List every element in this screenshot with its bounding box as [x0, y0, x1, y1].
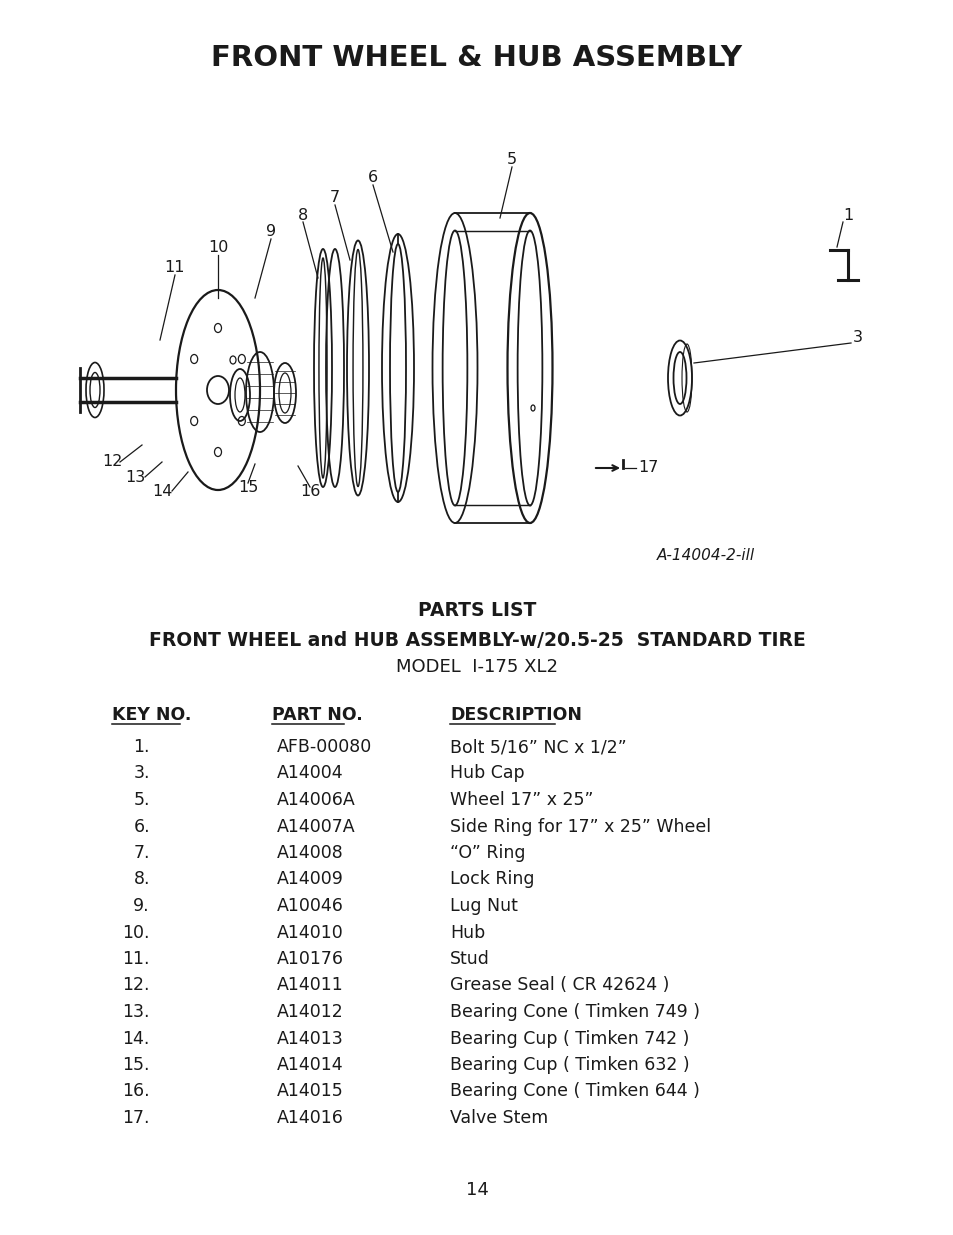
Text: 8: 8: [297, 207, 308, 222]
Text: 17: 17: [638, 461, 658, 475]
Text: AFB-00080: AFB-00080: [276, 739, 372, 756]
Text: 8.: 8.: [133, 871, 150, 888]
Text: 14: 14: [465, 1181, 488, 1199]
Text: 10: 10: [208, 241, 228, 256]
Text: 12: 12: [102, 454, 122, 469]
Text: A14006A: A14006A: [276, 790, 355, 809]
Text: A14016: A14016: [276, 1109, 343, 1128]
Text: 11.: 11.: [122, 950, 150, 968]
Text: 13: 13: [125, 469, 145, 484]
Text: 10.: 10.: [122, 924, 150, 941]
Text: Bearing Cup ( Timken 742 ): Bearing Cup ( Timken 742 ): [450, 1030, 689, 1047]
Text: Lock Ring: Lock Ring: [450, 871, 534, 888]
Text: A14009: A14009: [276, 871, 343, 888]
Text: Wheel 17” x 25”: Wheel 17” x 25”: [450, 790, 593, 809]
Text: Hub Cap: Hub Cap: [450, 764, 524, 783]
Text: Hub: Hub: [450, 924, 485, 941]
Text: 6.: 6.: [133, 818, 150, 836]
Text: 15.: 15.: [122, 1056, 150, 1074]
Text: Stud: Stud: [450, 950, 489, 968]
Text: 5.: 5.: [133, 790, 150, 809]
Text: MODEL  I-175 XL2: MODEL I-175 XL2: [395, 658, 558, 676]
Text: 15: 15: [237, 480, 258, 495]
Text: DESCRIPTION: DESCRIPTION: [450, 706, 581, 724]
Text: Bolt 5/16” NC x 1/2”: Bolt 5/16” NC x 1/2”: [450, 739, 626, 756]
Text: 16: 16: [299, 484, 320, 499]
Text: 7.: 7.: [133, 844, 150, 862]
Text: Lug Nut: Lug Nut: [450, 897, 517, 915]
Text: 11: 11: [165, 261, 185, 275]
Text: FRONT WHEEL and HUB ASSEMBLY-w/20.5-25  STANDARD TIRE: FRONT WHEEL and HUB ASSEMBLY-w/20.5-25 S…: [149, 631, 804, 650]
Text: 9: 9: [266, 225, 275, 240]
Text: A14011: A14011: [276, 977, 343, 994]
Text: “O” Ring: “O” Ring: [450, 844, 525, 862]
Text: A14013: A14013: [276, 1030, 343, 1047]
Text: 9.: 9.: [133, 897, 150, 915]
Text: A14010: A14010: [276, 924, 343, 941]
Text: 3.: 3.: [133, 764, 150, 783]
Text: Side Ring for 17” x 25” Wheel: Side Ring for 17” x 25” Wheel: [450, 818, 710, 836]
Text: 1: 1: [842, 207, 852, 222]
Text: A14007A: A14007A: [276, 818, 355, 836]
Text: FRONT WHEEL & HUB ASSEMBLY: FRONT WHEEL & HUB ASSEMBLY: [212, 44, 741, 72]
Text: KEY NO.: KEY NO.: [112, 706, 192, 724]
Text: 7: 7: [330, 190, 339, 205]
Text: A14012: A14012: [276, 1003, 343, 1021]
Text: Grease Seal ( CR 42624 ): Grease Seal ( CR 42624 ): [450, 977, 669, 994]
Text: A-14004-2-ill: A-14004-2-ill: [657, 548, 754, 563]
Text: A14004: A14004: [276, 764, 343, 783]
Text: 14.: 14.: [123, 1030, 150, 1047]
Text: 6: 6: [368, 170, 377, 185]
Text: A14008: A14008: [276, 844, 343, 862]
Text: A10046: A10046: [276, 897, 343, 915]
Text: 14: 14: [152, 484, 172, 499]
Text: Valve Stem: Valve Stem: [450, 1109, 548, 1128]
Text: PARTS LIST: PARTS LIST: [417, 600, 536, 620]
Text: 1.: 1.: [133, 739, 150, 756]
Text: 13.: 13.: [122, 1003, 150, 1021]
Text: PART NO.: PART NO.: [272, 706, 362, 724]
Text: 16.: 16.: [122, 1083, 150, 1100]
Text: 17.: 17.: [122, 1109, 150, 1128]
Text: A10176: A10176: [276, 950, 344, 968]
Text: Bearing Cone ( Timken 749 ): Bearing Cone ( Timken 749 ): [450, 1003, 700, 1021]
Text: A14014: A14014: [276, 1056, 343, 1074]
Text: A14015: A14015: [276, 1083, 343, 1100]
Text: Bearing Cone ( Timken 644 ): Bearing Cone ( Timken 644 ): [450, 1083, 700, 1100]
Text: 5: 5: [506, 152, 517, 168]
Text: 3: 3: [852, 331, 862, 346]
Text: Bearing Cup ( Timken 632 ): Bearing Cup ( Timken 632 ): [450, 1056, 689, 1074]
Text: 12.: 12.: [122, 977, 150, 994]
